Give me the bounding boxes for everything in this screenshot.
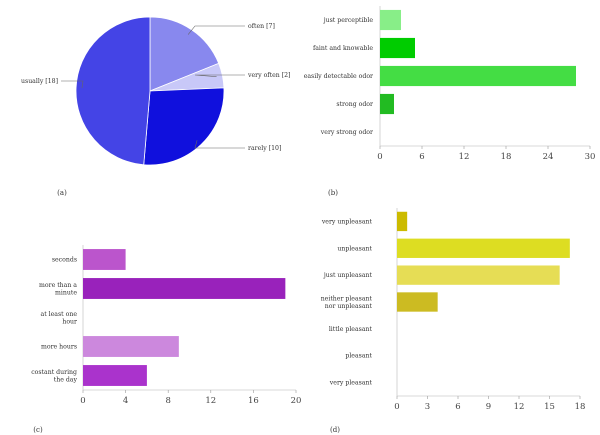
bar xyxy=(83,278,286,299)
category-label: strong odor xyxy=(336,101,373,108)
x-tick-label: 24 xyxy=(543,152,554,162)
pie-leader-line xyxy=(194,74,245,77)
pie-slice-label: very often [2] xyxy=(247,72,290,79)
pie-slice xyxy=(143,87,225,166)
pie-slice-label: rarely [10] xyxy=(248,145,281,152)
bar xyxy=(83,365,147,386)
category-label: more than a minute xyxy=(39,282,77,297)
category-label: neither pleasant nor unpleasant xyxy=(321,295,373,310)
pie-leader-line xyxy=(187,25,245,35)
panel-c-bar-chart: seconds more than a minute at least one hour… xyxy=(31,245,301,434)
x-tick-label: 12 xyxy=(514,402,525,412)
panel-label: (b) xyxy=(328,189,338,197)
x-tick-label: 18 xyxy=(501,152,512,162)
category-label: just perceptible xyxy=(323,17,374,24)
x-tick-label: 6 xyxy=(419,152,424,162)
category-label: more hours xyxy=(41,344,77,351)
panel-label: (a) xyxy=(57,189,67,197)
bar xyxy=(380,37,415,59)
x-tick-label: 15 xyxy=(544,402,555,412)
bar xyxy=(380,93,394,115)
bar xyxy=(397,292,438,312)
bar xyxy=(380,9,401,31)
bar xyxy=(397,238,570,258)
bar xyxy=(380,65,576,87)
x-tick-label: 0 xyxy=(80,396,85,406)
panel-label: (d) xyxy=(330,426,340,434)
category-label: faint and knowable xyxy=(313,45,373,52)
category-label: seconds xyxy=(52,257,77,264)
category-label: pleasant xyxy=(345,353,372,360)
bar xyxy=(397,265,560,285)
panel-label: (c) xyxy=(33,426,43,434)
x-tick-label: 8 xyxy=(165,396,170,406)
category-label: unpleasant xyxy=(337,245,372,252)
x-tick-label: 0 xyxy=(394,402,399,412)
x-tick-label: 0 xyxy=(377,152,382,162)
category-label: at least one hour xyxy=(41,311,78,326)
category-label: just unpleasant xyxy=(323,272,373,279)
pie-leader-line xyxy=(194,140,245,149)
pie-slice-label: usually [18] xyxy=(21,78,58,85)
x-tick-label: 12 xyxy=(205,396,216,406)
pie-slice xyxy=(149,16,220,92)
category-label: very pleasant xyxy=(329,380,373,387)
pie-slice-label: often [7] xyxy=(248,23,275,30)
panel-b-bar-chart: just perceptible faint and knowable easily… xyxy=(304,6,596,197)
category-label: little pleasant xyxy=(329,326,373,333)
x-tick-label: 9 xyxy=(486,402,491,412)
pie-slice xyxy=(75,16,151,166)
pie-leader-line xyxy=(61,80,84,89)
x-tick-label: 20 xyxy=(291,396,302,406)
bar xyxy=(397,211,408,232)
bar xyxy=(83,249,126,270)
x-tick-label: 16 xyxy=(248,396,259,406)
panel-d-bar-chart: very unpleasant unpleasant just unpleasant… xyxy=(321,208,586,434)
x-tick-label: 6 xyxy=(455,402,460,412)
bar xyxy=(83,336,179,357)
x-tick-label: 4 xyxy=(123,396,128,406)
category-label: very unpleasant xyxy=(321,218,373,225)
x-tick-label: 12 xyxy=(459,152,470,162)
panel-a-pie-chart: often [7] very often [2] rarely [10] usuall… xyxy=(21,16,290,197)
x-tick-label: 18 xyxy=(575,402,586,412)
category-label: easily detectable odor xyxy=(304,73,373,80)
category-label: very strong odor xyxy=(320,129,373,136)
x-tick-label: 30 xyxy=(585,152,596,162)
category-label: costant during the day xyxy=(31,369,77,384)
x-tick-label: 3 xyxy=(425,402,430,412)
